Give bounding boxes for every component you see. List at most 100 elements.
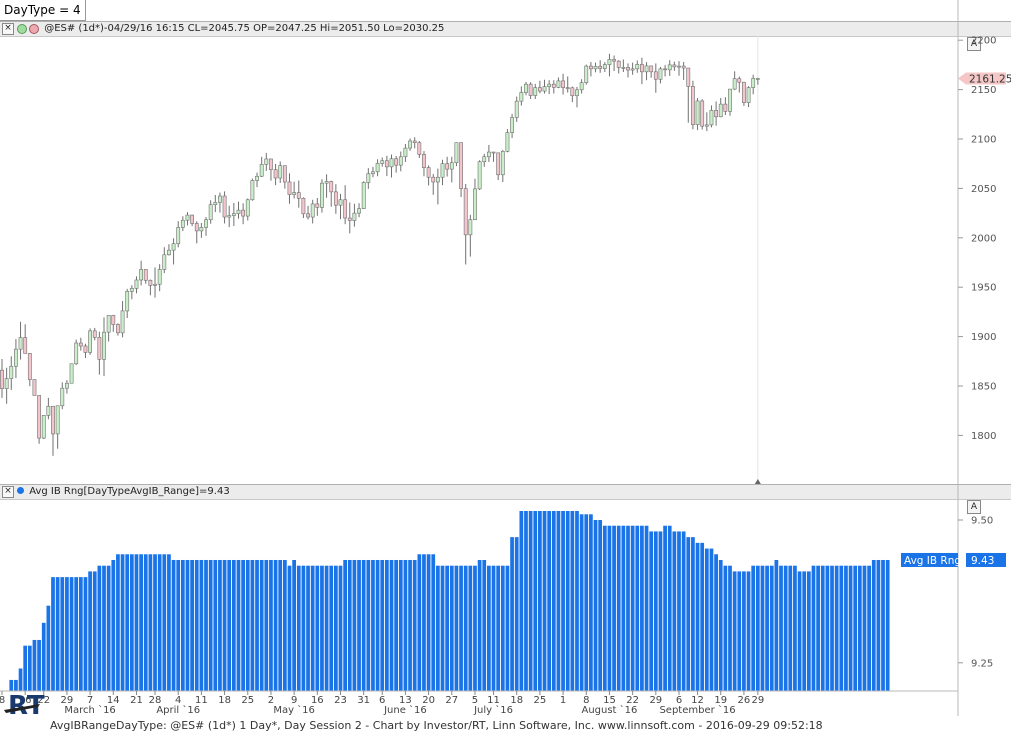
study-bar bbox=[579, 514, 584, 691]
candle bbox=[542, 79, 547, 94]
up-candle-body bbox=[171, 243, 176, 251]
x-month-label: July `16 bbox=[473, 704, 513, 716]
study-bar bbox=[811, 565, 816, 691]
candle bbox=[32, 379, 37, 396]
study-bar bbox=[830, 565, 834, 691]
study-bar bbox=[143, 554, 148, 691]
down-candle-body bbox=[111, 315, 116, 325]
down-candle-body bbox=[148, 279, 153, 286]
study-bar bbox=[714, 554, 718, 691]
close-study-icon[interactable]: × bbox=[2, 486, 14, 498]
up-candle-body bbox=[139, 269, 144, 281]
candle bbox=[468, 214, 473, 257]
candle bbox=[473, 178, 477, 221]
up-candle-body bbox=[403, 147, 408, 158]
candle bbox=[241, 203, 246, 225]
price-header-text: @ES# (1d*)-04/29/16 16:15 CL=2045.75 OP=… bbox=[44, 23, 445, 34]
down-candle-body bbox=[742, 81, 746, 103]
study-bar bbox=[408, 559, 412, 691]
candle bbox=[236, 201, 241, 219]
candle bbox=[658, 66, 663, 84]
candle bbox=[278, 161, 283, 183]
up-candle-body bbox=[41, 415, 46, 439]
candle bbox=[700, 99, 705, 130]
down-candle-body bbox=[306, 213, 310, 218]
candle bbox=[598, 60, 603, 73]
down-candle-body bbox=[681, 65, 686, 69]
price-autoscale-button[interactable]: A bbox=[967, 37, 981, 51]
price-tick-label: 2050 bbox=[971, 184, 996, 195]
x-tick-label: 20 bbox=[422, 695, 435, 706]
down-candle-body bbox=[296, 192, 301, 199]
study-bar bbox=[389, 559, 394, 691]
study-bar bbox=[55, 577, 60, 691]
study-name-label: Avg IB Rng bbox=[904, 555, 961, 567]
study-bar bbox=[324, 565, 329, 691]
study-bar bbox=[259, 559, 264, 691]
down-candle-body bbox=[459, 142, 463, 189]
down-candle-body bbox=[269, 158, 273, 170]
up-candle-body bbox=[408, 140, 412, 149]
x-tick-label: 18 bbox=[510, 695, 523, 706]
x-tick-label: 18 bbox=[218, 695, 231, 706]
study-bar bbox=[264, 559, 269, 691]
candle bbox=[153, 267, 157, 298]
study-bar bbox=[88, 571, 92, 691]
up-candle-body bbox=[435, 176, 440, 183]
up-candle-body bbox=[371, 171, 375, 175]
candle bbox=[213, 195, 218, 213]
price-tick-label: 1800 bbox=[971, 431, 996, 442]
x-tick-label: 16 bbox=[311, 695, 324, 706]
x-tick-label: 7 bbox=[87, 695, 93, 706]
candle bbox=[255, 172, 259, 188]
study-bar bbox=[315, 565, 320, 691]
candle bbox=[194, 221, 199, 244]
candle bbox=[315, 197, 320, 216]
study-name-tag bbox=[901, 552, 958, 567]
candle bbox=[352, 203, 357, 227]
study-bar bbox=[542, 511, 547, 691]
down-candle-body bbox=[194, 223, 199, 232]
up-candle-body bbox=[204, 219, 208, 228]
down-candle-body bbox=[0, 369, 4, 389]
up-candle-body bbox=[389, 158, 394, 168]
study-autoscale-button[interactable]: A bbox=[967, 500, 981, 514]
up-candle-body bbox=[482, 156, 487, 163]
down-candle-body bbox=[287, 181, 292, 195]
candle bbox=[649, 65, 654, 78]
up-candle-body bbox=[199, 227, 204, 232]
study-bar bbox=[449, 565, 454, 691]
study-bar bbox=[218, 559, 222, 691]
study-bar bbox=[514, 537, 519, 691]
candle bbox=[588, 61, 593, 77]
study-bar bbox=[167, 554, 171, 691]
down-candle-body bbox=[640, 64, 644, 73]
candle bbox=[746, 86, 751, 108]
candle bbox=[728, 88, 732, 116]
candle bbox=[92, 327, 97, 341]
up-candle-body bbox=[584, 65, 589, 83]
study-bar bbox=[199, 559, 204, 691]
up-candle-body bbox=[718, 103, 723, 118]
study-bar bbox=[598, 520, 603, 691]
study-bar bbox=[723, 565, 728, 691]
study-bar bbox=[491, 565, 496, 691]
study-bar bbox=[482, 559, 487, 691]
up-candle-body bbox=[185, 214, 190, 221]
down-candle-body bbox=[37, 395, 41, 439]
candle bbox=[435, 168, 440, 205]
up-candle-body bbox=[732, 78, 737, 90]
up-candle-body bbox=[162, 254, 167, 270]
candle bbox=[556, 77, 561, 89]
up-candle-body bbox=[120, 310, 125, 334]
study-bar bbox=[565, 511, 570, 691]
study-pane-header: × Avg IB Rng[DayTypeAvgIB_Range]=9.43 bbox=[0, 484, 1011, 500]
study-bar bbox=[129, 554, 134, 691]
down-candle-body bbox=[116, 324, 120, 334]
up-candle-body bbox=[547, 83, 552, 87]
close-pane-icon[interactable]: × bbox=[2, 23, 14, 35]
down-candle-body bbox=[551, 83, 556, 88]
up-candle-body bbox=[468, 219, 473, 236]
down-candle-body bbox=[222, 195, 227, 218]
candle bbox=[250, 178, 255, 201]
